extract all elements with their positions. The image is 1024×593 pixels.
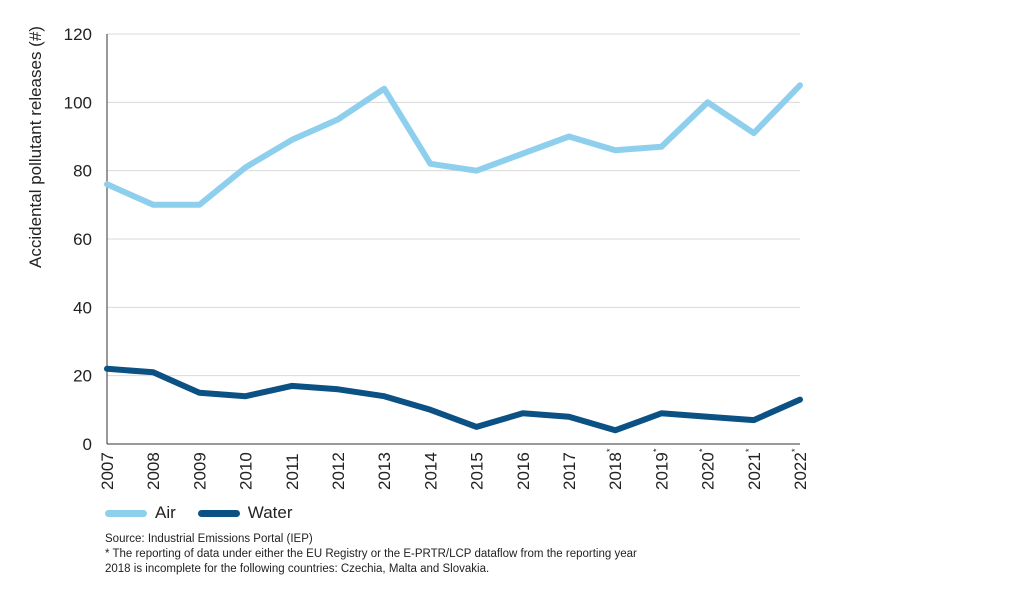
x-tick-year: 2021 [745,452,764,490]
series-lines [104,82,803,434]
x-tick-year: 2016 [514,452,533,490]
x-tick-label: 2013 [375,452,394,490]
x-tick-label: 2009 [190,452,209,490]
x-tick-year: 2011 [283,453,302,490]
x-tick-year: 2017 [560,452,579,490]
chart-notes: Source: Industrial Emissions Portal (IEP… [105,532,637,577]
x-tick-year: 2010 [237,452,256,490]
x-tick-footnote-mark: * [744,448,754,452]
x-tick-year: 2008 [144,452,163,490]
x-tick-year: 2018 [606,452,625,490]
x-tick-labels: 2007 2008 2009 2010 2011 2012 2013 2014 2015 2016… [98,448,810,490]
x-tick-label: 2016 [514,452,533,490]
x-tick-label: 2012 [329,452,348,490]
x-tick-label: 2019* [651,448,671,490]
x-tick-year: 2020 [699,452,718,490]
x-tick-year: 2022 [791,452,810,490]
x-tick-label: 2015 [468,452,487,490]
x-tick-year: 2014 [421,452,440,490]
x-tick-label: 2018* [605,448,625,490]
x-tick-label: 2021* [744,448,764,490]
legend: Air Water [105,503,315,523]
x-tick-footnote-mark: * [605,448,615,452]
x-tick-year: 2012 [329,452,348,490]
legend-item-water: Water [197,503,293,523]
x-tick-year: 2009 [190,452,209,490]
legend-label-air: Air [155,503,176,522]
x-tick-label: 2007 [98,452,117,490]
x-tick-label: 2022* [790,448,810,490]
legend-label-water: Water [247,503,293,522]
legend-item-air: Air [105,503,176,523]
y-tick-label: 120 [64,25,92,44]
y-axis-label: Accidental pollutant releases (#) [26,26,45,268]
x-tick-footnote-mark: * [698,448,708,452]
y-tick-label: 20 [73,367,92,386]
y-tick-label: 100 [64,93,92,112]
y-tick-labels: 0 20 40 60 80 100 120 [64,25,92,454]
y-tick-label: 80 [73,162,92,181]
legend-swatch-water [197,509,240,517]
x-tick-label: 2020* [698,448,718,490]
x-tick-label: 2017 [560,452,579,490]
x-tick-year: 2019 [652,452,671,490]
x-tick-year: 2015 [468,452,487,490]
y-tick-label: 60 [73,230,92,249]
line-chart: 0 20 40 60 80 100 120 2007 2008 2009 2010 2011 2012… [26,25,810,490]
series-line-water [104,365,803,434]
y-tick-label: 0 [83,435,92,454]
series-line-air [104,82,803,208]
footnote-line-1: * The reporting of data under either the… [105,548,637,560]
x-tick-footnote-mark: * [790,448,800,452]
footnote-line-2: 2018 is incomplete for the following cou… [105,563,490,575]
x-tick-footnote-mark: * [651,448,661,452]
x-tick-label: 2008 [144,452,163,490]
source-note: Source: Industrial Emissions Portal (IEP… [105,533,313,545]
y-tick-label: 40 [73,298,92,317]
x-tick-label: 2014 [421,452,440,490]
gridlines [107,33,800,377]
x-tick-year: 2013 [375,452,394,490]
x-tick-label: 2010 [237,452,256,490]
x-tick-label: 2011 [283,453,302,490]
legend-swatch-air [105,509,147,517]
x-tick-year: 2007 [98,452,117,490]
